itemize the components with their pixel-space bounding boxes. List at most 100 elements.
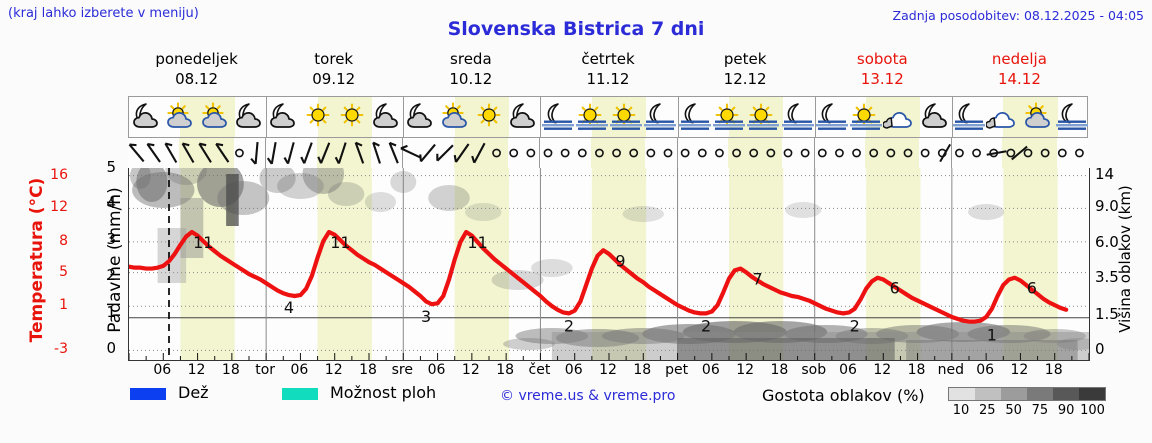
weather-icon-sun-cloud [198, 100, 232, 134]
daylight-band [1002, 138, 1057, 168]
precip-tick-4: 1 [106, 302, 116, 321]
day-header-3: četrtek 11.12 [539, 50, 676, 94]
cloud-density-tick-25: 25 [979, 403, 996, 418]
day-separator [677, 97, 679, 137]
weather-icon-sun-fog [575, 100, 609, 134]
cloud-density-step [1053, 388, 1079, 400]
wind-barbs [128, 141, 1084, 165]
day-header-2: sreda 10.12 [402, 50, 539, 94]
day-name: četrtek [581, 50, 635, 68]
day-date: 10.12 [449, 70, 493, 88]
weather-icon-moon-cloud [129, 100, 163, 134]
day-header-0: ponedeljek 08.12 [128, 50, 265, 94]
temperature-extreme-label: 9 [615, 251, 625, 270]
location-hint: (kraj lahko izberete v meniju) [8, 6, 199, 21]
weather-icon-moon-fog [678, 100, 712, 134]
precip-tick-3: 2 [106, 266, 116, 285]
temperature-tick-0: 16 [50, 166, 68, 183]
cloud-tick-4: 1.5 [1095, 304, 1119, 323]
day-name: petek [723, 50, 767, 68]
temperature-tick-1: 12 [50, 199, 68, 216]
temperature-extreme-label: 7 [752, 270, 762, 289]
temperature-extreme-label: 6 [890, 279, 900, 298]
weather-icon-moon-fog [643, 100, 677, 134]
weather-icon-moon-cloud [232, 100, 266, 134]
day-separator [539, 138, 541, 168]
weather-icon-moon-cloud [369, 100, 403, 134]
weather-icon-sun-fog [712, 100, 746, 134]
day-separator [540, 97, 542, 137]
precip-tick-1: 4 [106, 194, 116, 213]
weather-icon-cloud [985, 100, 1020, 134]
day-separator [951, 97, 953, 137]
day-header-6: nedelja 14.12 [951, 50, 1088, 94]
cloud-density-step [1079, 388, 1105, 400]
time-tick-tor: tor [255, 362, 276, 378]
cloud-tick-5: 0 [1095, 340, 1105, 359]
time-tick-06: 06 [564, 362, 583, 378]
weather-icon-moon-fog [541, 100, 575, 134]
temperature-extreme-label: 4 [284, 298, 294, 317]
cloud-density-legend-label: Gostota oblakov (%) [762, 386, 925, 405]
day-header-1: torek 09.12 [265, 50, 402, 94]
temperature-extreme-label: 2 [850, 316, 860, 335]
day-name: sreda [450, 50, 492, 68]
day-separator [402, 138, 404, 168]
temperature-extreme-label: 11 [467, 233, 487, 252]
legend: Dež Možnost ploh © vreme.us & vreme.pro … [0, 383, 1152, 426]
temperature-extreme-label: 3 [421, 307, 431, 326]
cloud-tick-3: 3.5 [1095, 268, 1119, 287]
weather-icon-moon-cloud [918, 100, 952, 134]
temperature-tick-3: 5 [59, 263, 68, 280]
time-tick-06: 06 [976, 362, 995, 378]
weather-icon-sun-cloud [163, 100, 197, 134]
cloud-density-tick-90: 90 [1057, 403, 1075, 418]
cloud-tick-2: 6.0 [1095, 232, 1119, 251]
temperature-tick-4: 1 [59, 297, 68, 314]
weather-icon-cloud [882, 100, 917, 134]
weather-icon-sun-fog [609, 100, 643, 134]
meteogram-plot: 11 4 11 3 11 2 9 2 7 2 6 1 6 [128, 168, 1090, 361]
weather-icon-sun [472, 100, 506, 134]
weather-icon-sun-fog [746, 100, 780, 134]
day-date: 13.12 [860, 70, 904, 88]
time-tick-12: 12 [599, 362, 617, 378]
cloud-density-step [1027, 388, 1053, 400]
cloud-density-tick-100: 100 [1080, 403, 1105, 418]
time-tick-12: 12 [736, 362, 755, 378]
weather-icon-moon-fog [1055, 100, 1089, 134]
time-tick-18: 18 [633, 362, 652, 378]
time-tick-sre: sre [391, 362, 413, 378]
precip-tick-0: 5 [106, 158, 116, 176]
cloud-density-tick-labels: 10 25 50 75 90 100 [930, 403, 1130, 419]
day-name: sobota [856, 50, 908, 68]
daylight-band [454, 97, 509, 137]
temperature-tick-5: -3 [54, 341, 68, 358]
showers-legend-swatch [282, 388, 318, 400]
daylight-band [317, 97, 372, 137]
time-tick-18: 18 [1044, 362, 1063, 378]
weather-icon-moon-fog [815, 100, 849, 134]
day-date: 12.12 [723, 70, 767, 88]
day-header-4: petek 12.12 [677, 50, 814, 94]
weather-icon-sun [301, 100, 335, 134]
day-date: 14.12 [997, 70, 1041, 88]
temperature-extreme-label: 2 [701, 316, 711, 335]
cloud-density-color-ramp [948, 387, 1106, 401]
cloud-density-tick-50: 50 [1005, 403, 1022, 418]
wind-barb-row [128, 138, 1088, 168]
time-tick-18: 18 [359, 362, 377, 378]
weather-icon-moon-fog [781, 100, 815, 134]
temperature-extreme-label: 2 [564, 316, 574, 335]
time-tick-18: 18 [907, 362, 926, 378]
time-tick-sob: sob [801, 362, 827, 378]
daylight-band [590, 138, 646, 168]
temperature-extreme-label: 1 [987, 325, 997, 344]
cloud-density-step [975, 388, 1001, 400]
day-name: nedelja [991, 50, 1047, 68]
time-tick-12: 12 [873, 362, 892, 378]
temperature-tick-2: 8 [59, 232, 68, 249]
time-tick-18: 18 [496, 362, 515, 378]
time-axis: 06 12 18 tor 06 12 18 sre 06 12 18 čet 06 12 18 pet 06 12… [128, 362, 1088, 380]
day-date: 08.12 [175, 70, 219, 88]
